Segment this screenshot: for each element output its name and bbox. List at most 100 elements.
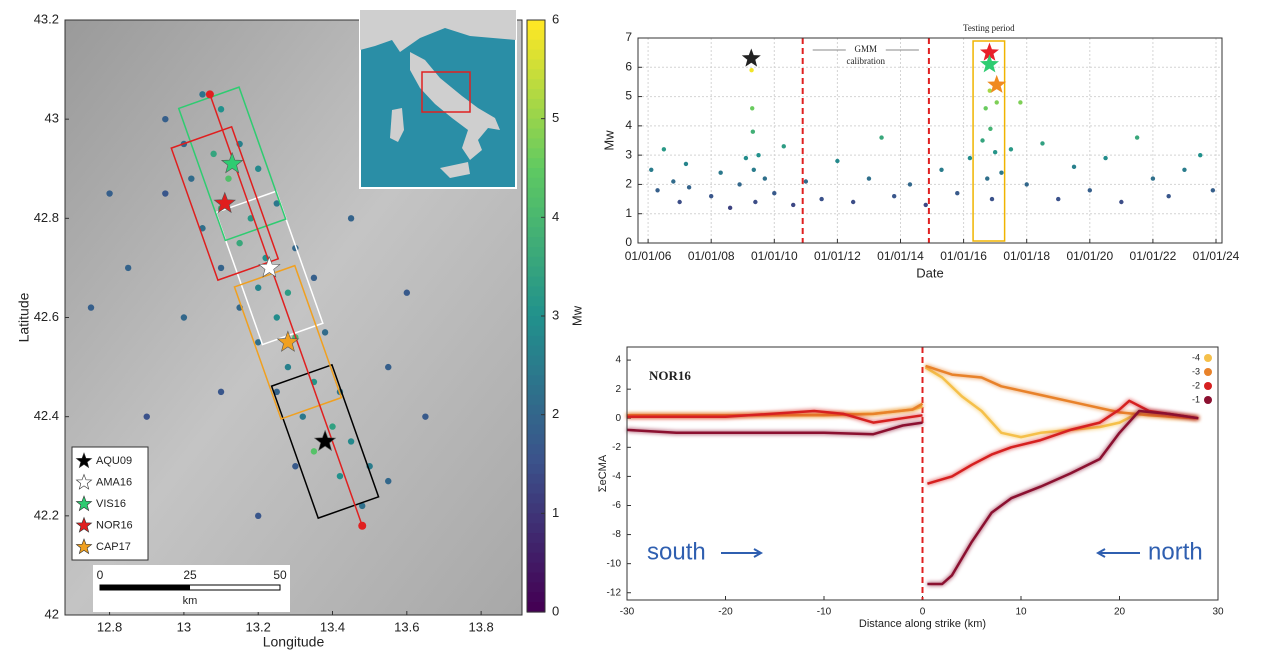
event-point (236, 239, 243, 247)
colorbar-step (527, 237, 545, 248)
event-point (359, 502, 366, 510)
rupture-box (170, 125, 280, 282)
colorbar-step (527, 148, 545, 159)
colorbar-step (527, 483, 545, 495)
rupture-box (270, 363, 380, 520)
legend-swatch (75, 473, 93, 490)
event-point (708, 193, 714, 199)
colorbar-step (527, 89, 545, 100)
colorbar-step (527, 394, 545, 406)
colorbar-step (527, 542, 545, 554)
event-point (385, 363, 392, 371)
event-point (188, 175, 195, 182)
inset-sicily (440, 162, 470, 178)
x-tick-label: 01/01/10 (751, 249, 798, 263)
y-tick-label: -6 (612, 500, 621, 511)
event-point (891, 193, 897, 199)
panel-title: NOR16 (649, 368, 691, 383)
legend-label: -3 (1192, 366, 1200, 376)
legend-swatch (1204, 396, 1212, 404)
colorbar-step (527, 572, 545, 583)
colorbar-step (527, 434, 545, 445)
event-point (310, 448, 318, 455)
x-tick-label: 01/01/12 (814, 249, 861, 263)
y-tick-label: 4 (625, 118, 632, 132)
event-point (751, 167, 756, 172)
event-point (988, 126, 993, 131)
event-star (213, 191, 237, 214)
x-tick-label: -20 (718, 607, 733, 618)
event-point (987, 88, 992, 93)
colorbar-step (527, 306, 545, 317)
y-tick-label: 5 (625, 89, 632, 103)
colorbar-step (527, 552, 545, 564)
x-tick-label: 01/01/22 (1130, 249, 1177, 263)
x-tick-label: 01/01/24 (1193, 249, 1240, 263)
legend-label: NOR16 (96, 519, 133, 531)
colorbar-step (527, 197, 545, 209)
colorbar-step (527, 316, 545, 327)
colorbar-step (527, 177, 545, 189)
x-tick-label: -10 (817, 607, 832, 618)
event-point (649, 167, 654, 172)
profile-end (358, 521, 367, 530)
legend-label: AMA16 (96, 476, 132, 488)
event-point (199, 91, 206, 98)
colorbar-step (527, 602, 545, 613)
event-point (907, 182, 913, 187)
colorbar-step (527, 118, 545, 130)
y-tick-label: 7 (625, 30, 632, 44)
series-line (627, 366, 1199, 439)
event-point (762, 176, 768, 181)
y-axis-label: Latitude (16, 292, 32, 342)
y-tick-label: 42.2 (34, 507, 59, 522)
colorbar-step (527, 59, 545, 70)
calibration-label: calibration (847, 56, 886, 66)
legend-label: -1 (1192, 394, 1200, 404)
rupture-box (233, 264, 343, 420)
event-point (750, 129, 756, 134)
event-point (124, 264, 132, 272)
event-point (781, 144, 786, 149)
event-point (329, 423, 336, 430)
series-line (627, 364, 1199, 420)
colorbar-step (527, 365, 545, 376)
event-point (87, 304, 95, 311)
colorbar-step (527, 473, 545, 485)
x-tick-label: 01/01/16 (940, 249, 987, 263)
scale-unit: km (183, 595, 198, 607)
x-tick-label: 10 (1015, 607, 1027, 618)
event-point (1134, 135, 1140, 140)
colorbar-step (527, 414, 545, 426)
colorbar-step (527, 533, 545, 544)
x-tick-label: 01/01/18 (1003, 249, 1050, 263)
event-point (143, 413, 150, 420)
event-point (217, 264, 225, 272)
x-axis-label: Distance along strike (km) (859, 618, 986, 630)
event-point (819, 196, 824, 202)
scale-bar (100, 585, 190, 590)
legend-label: -4 (1192, 352, 1200, 362)
event-point (879, 135, 884, 140)
y-tick-label: 42 (45, 606, 59, 621)
series-line (626, 409, 1199, 586)
colorbar-step (527, 138, 545, 149)
colorbar-step (527, 464, 545, 475)
event-star (987, 74, 1007, 93)
event-point (999, 170, 1004, 175)
y-tick-label: -10 (607, 558, 622, 569)
event-point (321, 329, 329, 336)
y-tick-label: 2 (615, 384, 621, 395)
event-point (255, 339, 262, 346)
y-tick-label: 42.6 (34, 309, 59, 324)
event-point (180, 314, 188, 321)
colorbar-step (527, 335, 545, 347)
event-point (162, 115, 169, 123)
colorbar-tick-label: 2 (552, 406, 559, 421)
legend-swatch (1204, 354, 1212, 362)
event-point (1018, 100, 1023, 105)
event-point (939, 167, 944, 172)
event-star (313, 429, 337, 452)
colorbar-tick-label: 3 (552, 307, 559, 322)
